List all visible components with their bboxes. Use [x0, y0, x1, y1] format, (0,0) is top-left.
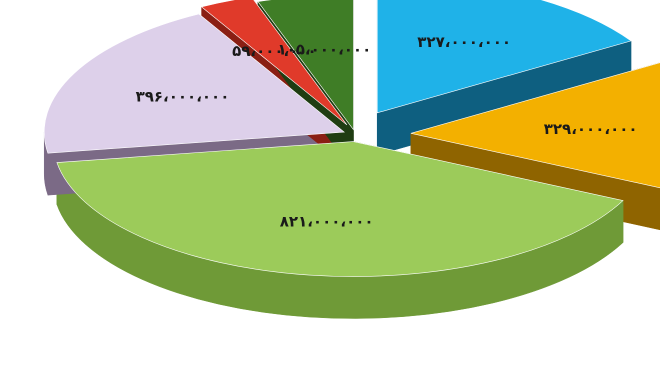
slice-6	[257, 0, 354, 131]
slice-label-6: ۱۰۵،۰۰۰،۰۰۰	[277, 41, 371, 59]
slice-label-1: ۳۲۷،۰۰۰،۰۰۰	[417, 33, 511, 51]
slice-3	[56, 141, 624, 277]
slice-label-4: ۳۹۶،۰۰۰،۰۰۰	[136, 88, 230, 106]
slice-labels: ۳۲۷،۰۰۰،۰۰۰ ۳۲۹،۰۰۰،۰۰۰ ۸۲۱،۰۰۰،۰۰۰ ۳۹۶،۰۰۰…	[136, 33, 638, 231]
slice-4	[43, 13, 345, 154]
slice-2	[410, 62, 660, 189]
slice-label-5: ۵۹،۰۰۰،۰۰۰	[232, 42, 317, 60]
slice-label-2: ۳۲۹،۰۰۰،۰۰۰	[544, 120, 638, 138]
slice-tops	[43, 0, 660, 277]
slice-1	[376, 0, 632, 114]
slice-5	[200, 0, 348, 126]
slice-label-3: ۸۲۱،۰۰۰،۰۰۰	[280, 213, 374, 231]
